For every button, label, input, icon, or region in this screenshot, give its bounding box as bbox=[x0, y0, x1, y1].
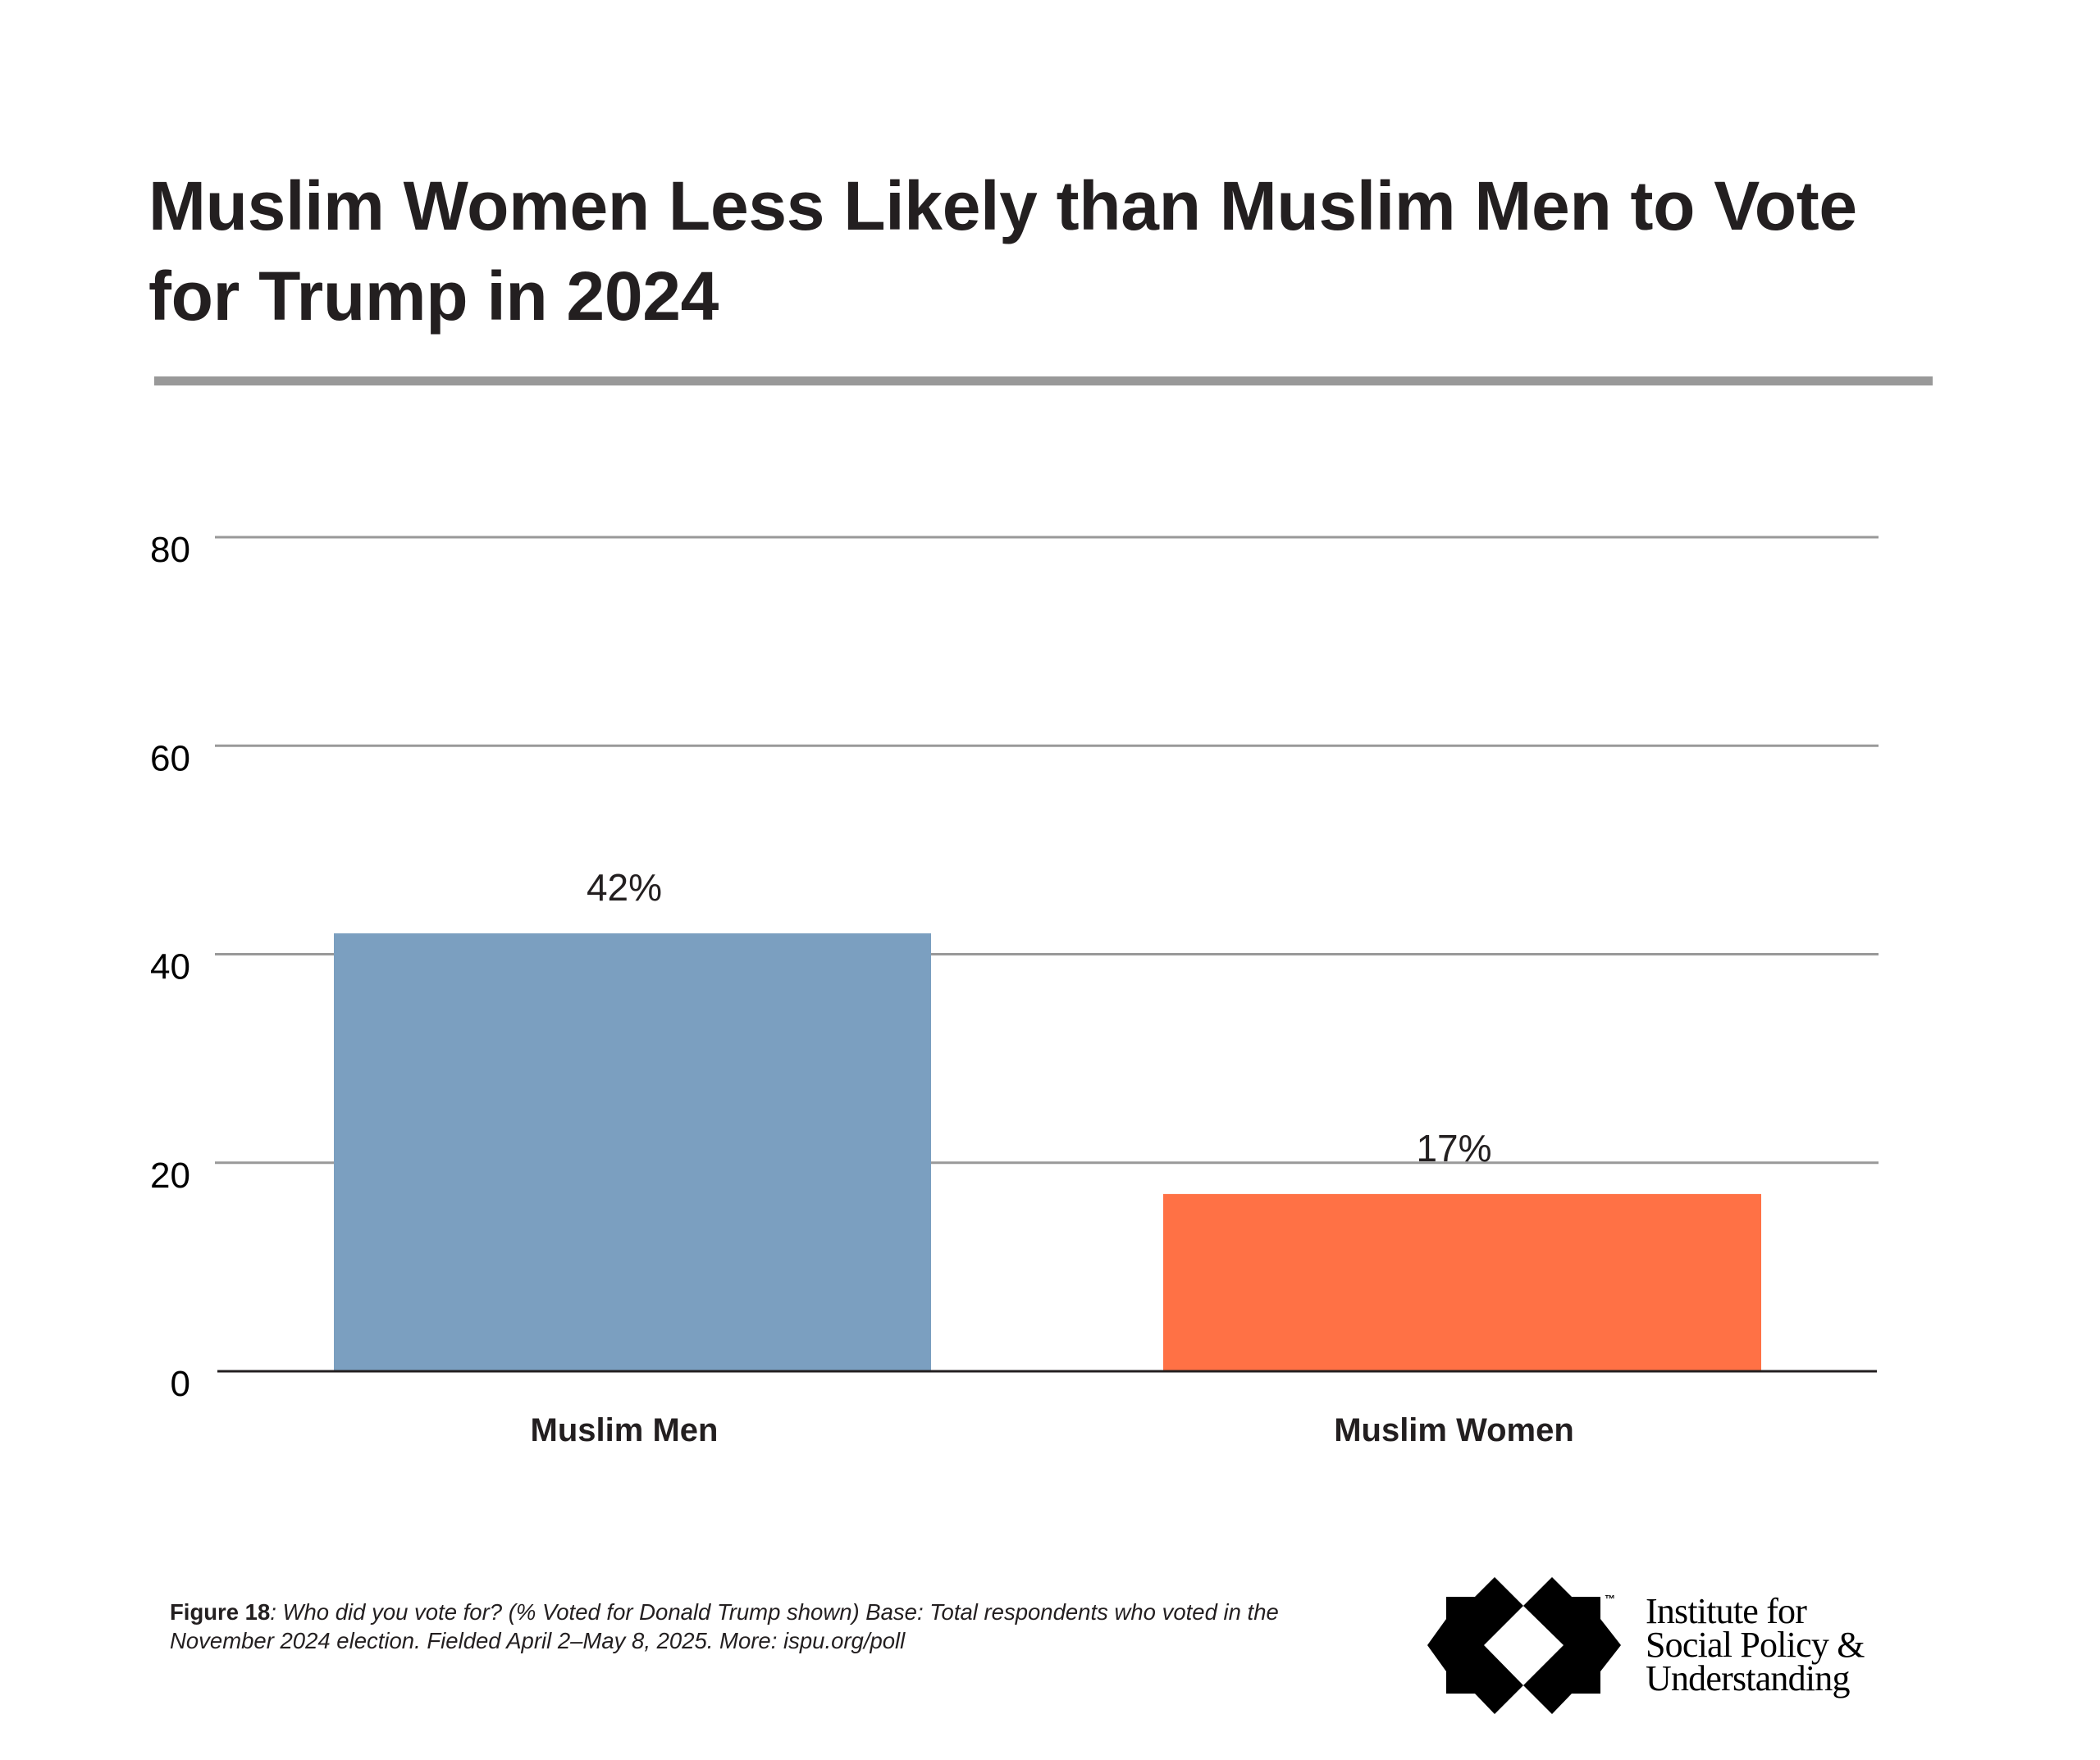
chart-title: Muslim Women Less Likely than Muslim Men… bbox=[148, 161, 1953, 341]
bar-muslim-men bbox=[334, 933, 931, 1371]
logo-wordmark: Institute for Social Policy & Understand… bbox=[1646, 1591, 1865, 1698]
y-tick-label-80: 80 bbox=[150, 530, 190, 570]
figure-footnote: Figure 18: Who did you vote for? (% Vote… bbox=[170, 1598, 1302, 1655]
bar-chart: 0 20 40 60 80 42% 17% Muslim Men Muslim Women bbox=[150, 530, 1879, 1448]
data-labels: 42% 17% bbox=[587, 866, 1492, 1170]
logo-line-1: Institute for bbox=[1646, 1591, 1807, 1631]
data-label-muslim-women: 17% bbox=[1416, 1127, 1491, 1170]
logo-line-2: Social Policy & bbox=[1646, 1625, 1865, 1665]
y-tick-label-40: 40 bbox=[150, 947, 190, 987]
chart-title-line-2: for Trump in 2024 bbox=[148, 258, 719, 335]
y-tick-label-0: 0 bbox=[171, 1364, 190, 1404]
y-tick-label-20: 20 bbox=[150, 1156, 190, 1196]
bars bbox=[334, 933, 1761, 1371]
category-label-muslim-men: Muslim Men bbox=[531, 1412, 719, 1448]
data-label-muslim-men: 42% bbox=[587, 866, 662, 909]
figure-number: Figure 18 bbox=[170, 1599, 271, 1625]
ispu-logo: ™ Institute for Social Policy & Understa… bbox=[1426, 1573, 1934, 1737]
trademark-symbol: ™ bbox=[1605, 1593, 1615, 1605]
y-tick-label-60: 60 bbox=[150, 738, 190, 778]
chart-title-line-1: Muslim Women Less Likely than Muslim Men… bbox=[148, 167, 1857, 244]
eight-point-star-icon bbox=[1427, 1577, 1621, 1714]
bar-muslim-women bbox=[1163, 1193, 1761, 1371]
figure-caption: : Who did you vote for? (% Voted for Don… bbox=[170, 1599, 1279, 1653]
logo-line-3: Understanding bbox=[1646, 1658, 1850, 1698]
x-axis-category-labels: Muslim Men Muslim Women bbox=[531, 1412, 1574, 1448]
title-divider bbox=[154, 376, 1933, 385]
y-axis-tick-labels: 0 20 40 60 80 bbox=[150, 530, 190, 1404]
category-label-muslim-women: Muslim Women bbox=[1334, 1412, 1574, 1448]
